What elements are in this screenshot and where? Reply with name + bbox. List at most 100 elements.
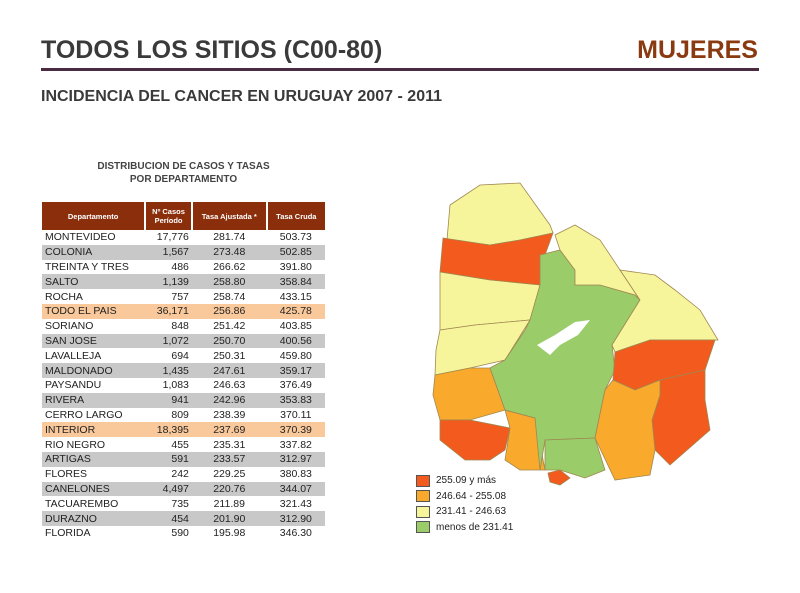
table-cell: DURAZNO <box>42 511 146 526</box>
table-cell: FLORIDA <box>45 527 91 540</box>
legend-label: 255.09 y más <box>436 475 497 487</box>
legend-label: 231.41 - 246.63 <box>436 506 507 518</box>
department-rivera <box>554 224 641 301</box>
table-cell: 848 <box>171 320 189 333</box>
table-cell: INTERIOR <box>42 422 146 438</box>
table-cell: 273.48 <box>191 244 267 260</box>
table-cell: SAN JOSE <box>42 333 146 349</box>
table-cell: TREINTA Y TRES <box>45 260 129 273</box>
table-cell: CANELONES <box>42 481 146 497</box>
table-cell: 941 <box>145 392 192 408</box>
table-cell: 380.83 <box>279 468 312 481</box>
table-row: MALDONADO 1,435 247.61 359.17 <box>42 363 325 378</box>
table-cell: CERRO LARGO <box>45 408 123 421</box>
table-cell: 370.39 <box>266 422 325 438</box>
table-row: CANELONES 4,497 220.76 344.07 <box>42 481 325 497</box>
table-row: SAN JOSE 1,072 250.70 400.56 <box>42 333 325 349</box>
table-cell: 211.89 <box>213 497 245 510</box>
table-cell: 242 <box>171 468 189 481</box>
legend-swatch <box>416 474 430 487</box>
table-cell: 433.15 <box>279 290 312 303</box>
cases-table: Departamento Nº Casos Período Tasa Ajust… <box>42 202 325 541</box>
table-cell: COLONIA <box>42 244 146 260</box>
table-row: TREINTA Y TRES 486 266.62 391.80 <box>42 260 325 275</box>
table-cell: 18,395 <box>145 422 192 438</box>
table-cell: 220.76 <box>191 481 267 497</box>
table-cell: 233.57 <box>191 451 267 467</box>
table-cell: SORIANO <box>45 320 94 333</box>
table-cell: 36,171 <box>145 303 192 319</box>
table-cell: 346.30 <box>279 527 312 540</box>
table-row: CERRO LARGO 809 238.39 370.11 <box>42 408 325 423</box>
table-cell: 337.82 <box>279 438 312 451</box>
legend-swatch <box>416 521 430 534</box>
department-montevideo <box>547 469 571 486</box>
department-lavalleja-maldonado <box>594 379 661 481</box>
table-cell: 17,776 <box>156 231 189 244</box>
department-artigas <box>446 182 554 246</box>
table-cell: MALDONADO <box>42 363 146 378</box>
table-cell: 266.62 <box>213 260 246 273</box>
legend-swatch <box>416 505 430 518</box>
table-cell: 229.25 <box>213 468 246 481</box>
table-cell: 353.83 <box>266 392 325 408</box>
table-cell: 502.85 <box>266 244 325 260</box>
department-colonia <box>439 419 511 461</box>
legend-item: menos de 231.41 <box>416 520 513 536</box>
table-cell: 400.56 <box>266 333 325 349</box>
table-cell: 242.96 <box>191 392 267 408</box>
legend-item: 255.09 y más <box>416 473 513 489</box>
table-row: MONTEVIDEO 17,776 281.74 503.73 <box>42 230 325 245</box>
table-cell: 359.17 <box>266 363 325 378</box>
table-cell: 1,083 <box>162 379 189 392</box>
col-header: Departamento <box>42 202 147 230</box>
table-cell: 591 <box>145 451 192 467</box>
table-row: TACUAREMBO 735 211.89 321.43 <box>42 496 325 511</box>
table-cell: 454 <box>145 511 192 526</box>
legend-label: 246.64 - 255.08 <box>436 490 507 502</box>
table-cell: 370.11 <box>280 408 312 421</box>
table-row: INTERIOR 18,395 237.69 370.39 <box>42 422 325 438</box>
table-cell: 403.85 <box>279 320 312 333</box>
table-cell: 358.84 <box>266 274 325 290</box>
subtitle: INCIDENCIA DEL CANCER EN URUGUAY 2007 - … <box>41 88 443 105</box>
legend-swatch <box>416 490 430 503</box>
table-row: TODO EL PAIS 36,171 256.86 425.78 <box>42 303 325 319</box>
table-cell: 201.90 <box>191 511 267 526</box>
table-cell: LAVALLEJA <box>45 349 102 362</box>
table-title-line: DISTRIBUCION DE CASOS Y TASAS <box>97 161 270 172</box>
table-cell: 1,072 <box>145 333 192 349</box>
table-cell: 391.80 <box>279 260 312 273</box>
table-cell: 735 <box>171 497 189 510</box>
table-row: RIVERA 941 242.96 353.83 <box>42 392 325 408</box>
table-row: DURAZNO 454 201.90 312.90 <box>42 511 325 526</box>
table-cell: MONTEVIDEO <box>45 231 116 244</box>
table-cell: 246.63 <box>213 379 246 392</box>
table-cell: 486 <box>171 260 189 273</box>
table-cell: ROCHA <box>45 290 83 303</box>
department-rio-negro <box>434 319 531 376</box>
table-cell: 312.97 <box>266 451 325 467</box>
department-soriano <box>432 367 506 421</box>
table-cell: 258.74 <box>213 290 246 303</box>
table-cell: 250.70 <box>191 333 267 349</box>
table-cell: FLORES <box>45 468 88 481</box>
table-cell: TACUAREMBO <box>45 497 119 510</box>
table-cell: 281.74 <box>213 231 246 244</box>
lake-rincon-del-bonete <box>537 320 590 355</box>
table-cell: 235.31 <box>213 438 246 451</box>
table-cell: 258.80 <box>191 274 267 290</box>
table-cell: 344.07 <box>266 481 325 497</box>
table-row: RIO NEGRO 455 235.31 337.82 <box>42 437 325 452</box>
table-row: ROCHA 757 258.74 433.15 <box>42 289 325 304</box>
table-cell: 195.98 <box>213 527 246 540</box>
table-cell: 256.86 <box>191 303 267 319</box>
table-cell: 238.39 <box>213 408 246 421</box>
map-legend: 255.09 y más 246.64 - 255.08 231.41 - 246.… <box>416 473 513 535</box>
gender-label: MUJERES <box>637 36 758 64</box>
table-row: ARTIGAS 591 233.57 312.97 <box>42 451 325 467</box>
table-row: SALTO 1,139 258.80 358.84 <box>42 274 325 290</box>
table-cell: 251.42 <box>213 320 246 333</box>
table-cell: 809 <box>171 408 189 421</box>
